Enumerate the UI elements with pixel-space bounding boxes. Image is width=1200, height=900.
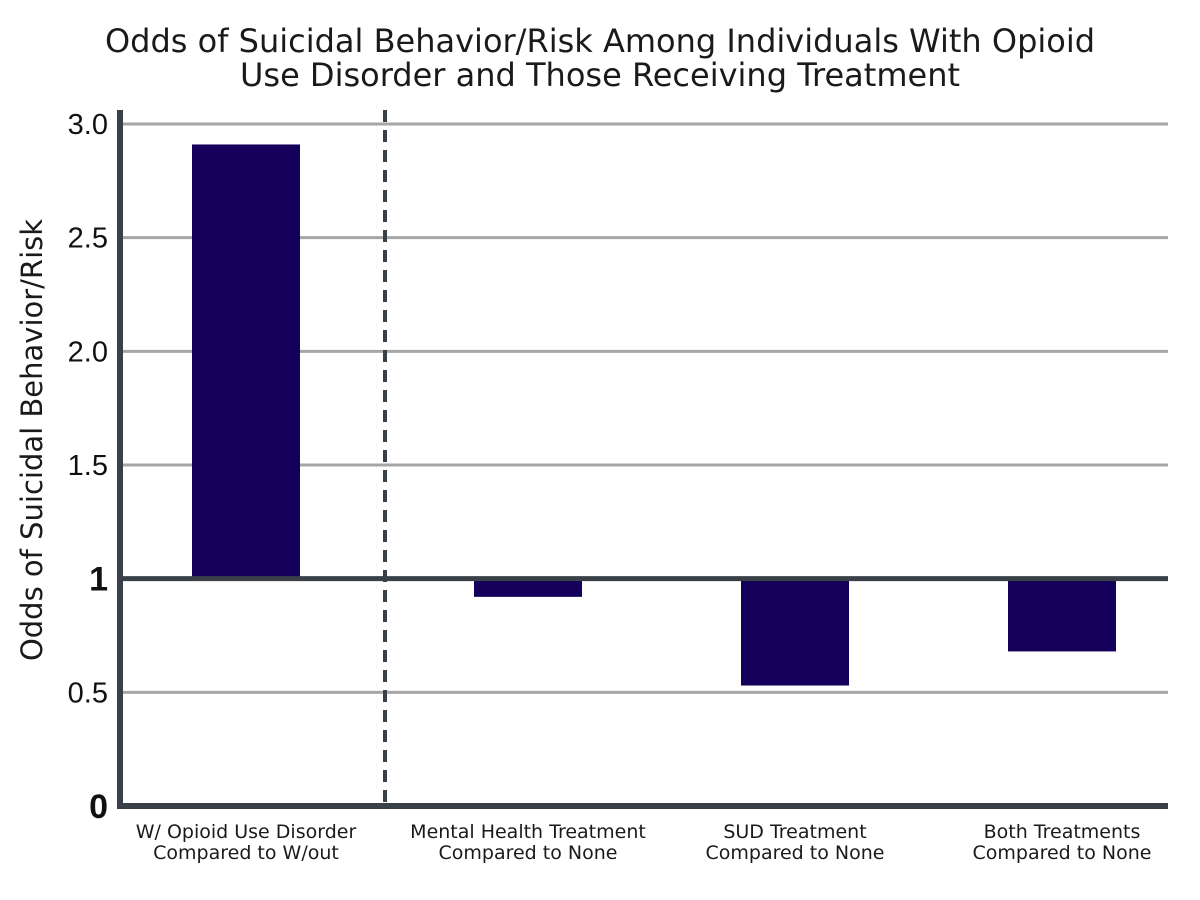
chart-title-line-1: Odds of Suicidal Behavior/Risk Among Ind…: [104, 22, 1096, 60]
bar: [1008, 578, 1116, 652]
labels: 00.511.52.02.53.0W/ Opioid Use DisorderC…: [15, 109, 1151, 864]
chart-title-line-2: Use Disorder and Those Receiving Treatme…: [239, 56, 961, 94]
x-category-label: SUD Treatment: [723, 821, 866, 843]
bars: [192, 144, 1116, 686]
x-category-label: W/ Opioid Use Disorder: [136, 821, 357, 843]
y-tick-label: 1.5: [68, 450, 108, 482]
y-tick-label: 3.0: [68, 109, 108, 141]
y-tick-label: 1: [89, 561, 108, 599]
x-category-label: Compared to None: [706, 842, 885, 864]
x-category-label: Mental Health Treatment: [410, 821, 646, 843]
y-axis-title: Odds of Suicidal Behavior/Risk: [15, 219, 49, 661]
bar: [192, 144, 300, 579]
y-tick-label: 2.0: [68, 336, 108, 368]
x-category-label: Compared to None: [439, 842, 618, 864]
y-tick-label: 0.5: [68, 677, 108, 709]
y-tick-label: 2.5: [68, 223, 108, 255]
y-tick-label: 0: [89, 788, 108, 826]
x-category-label: Compared to None: [973, 842, 1152, 864]
axes: [117, 110, 1168, 809]
bar: [474, 578, 582, 597]
bar: [741, 578, 849, 686]
x-category-label: Compared to W/out: [153, 842, 339, 864]
x-category-label: Both Treatments: [984, 821, 1141, 843]
